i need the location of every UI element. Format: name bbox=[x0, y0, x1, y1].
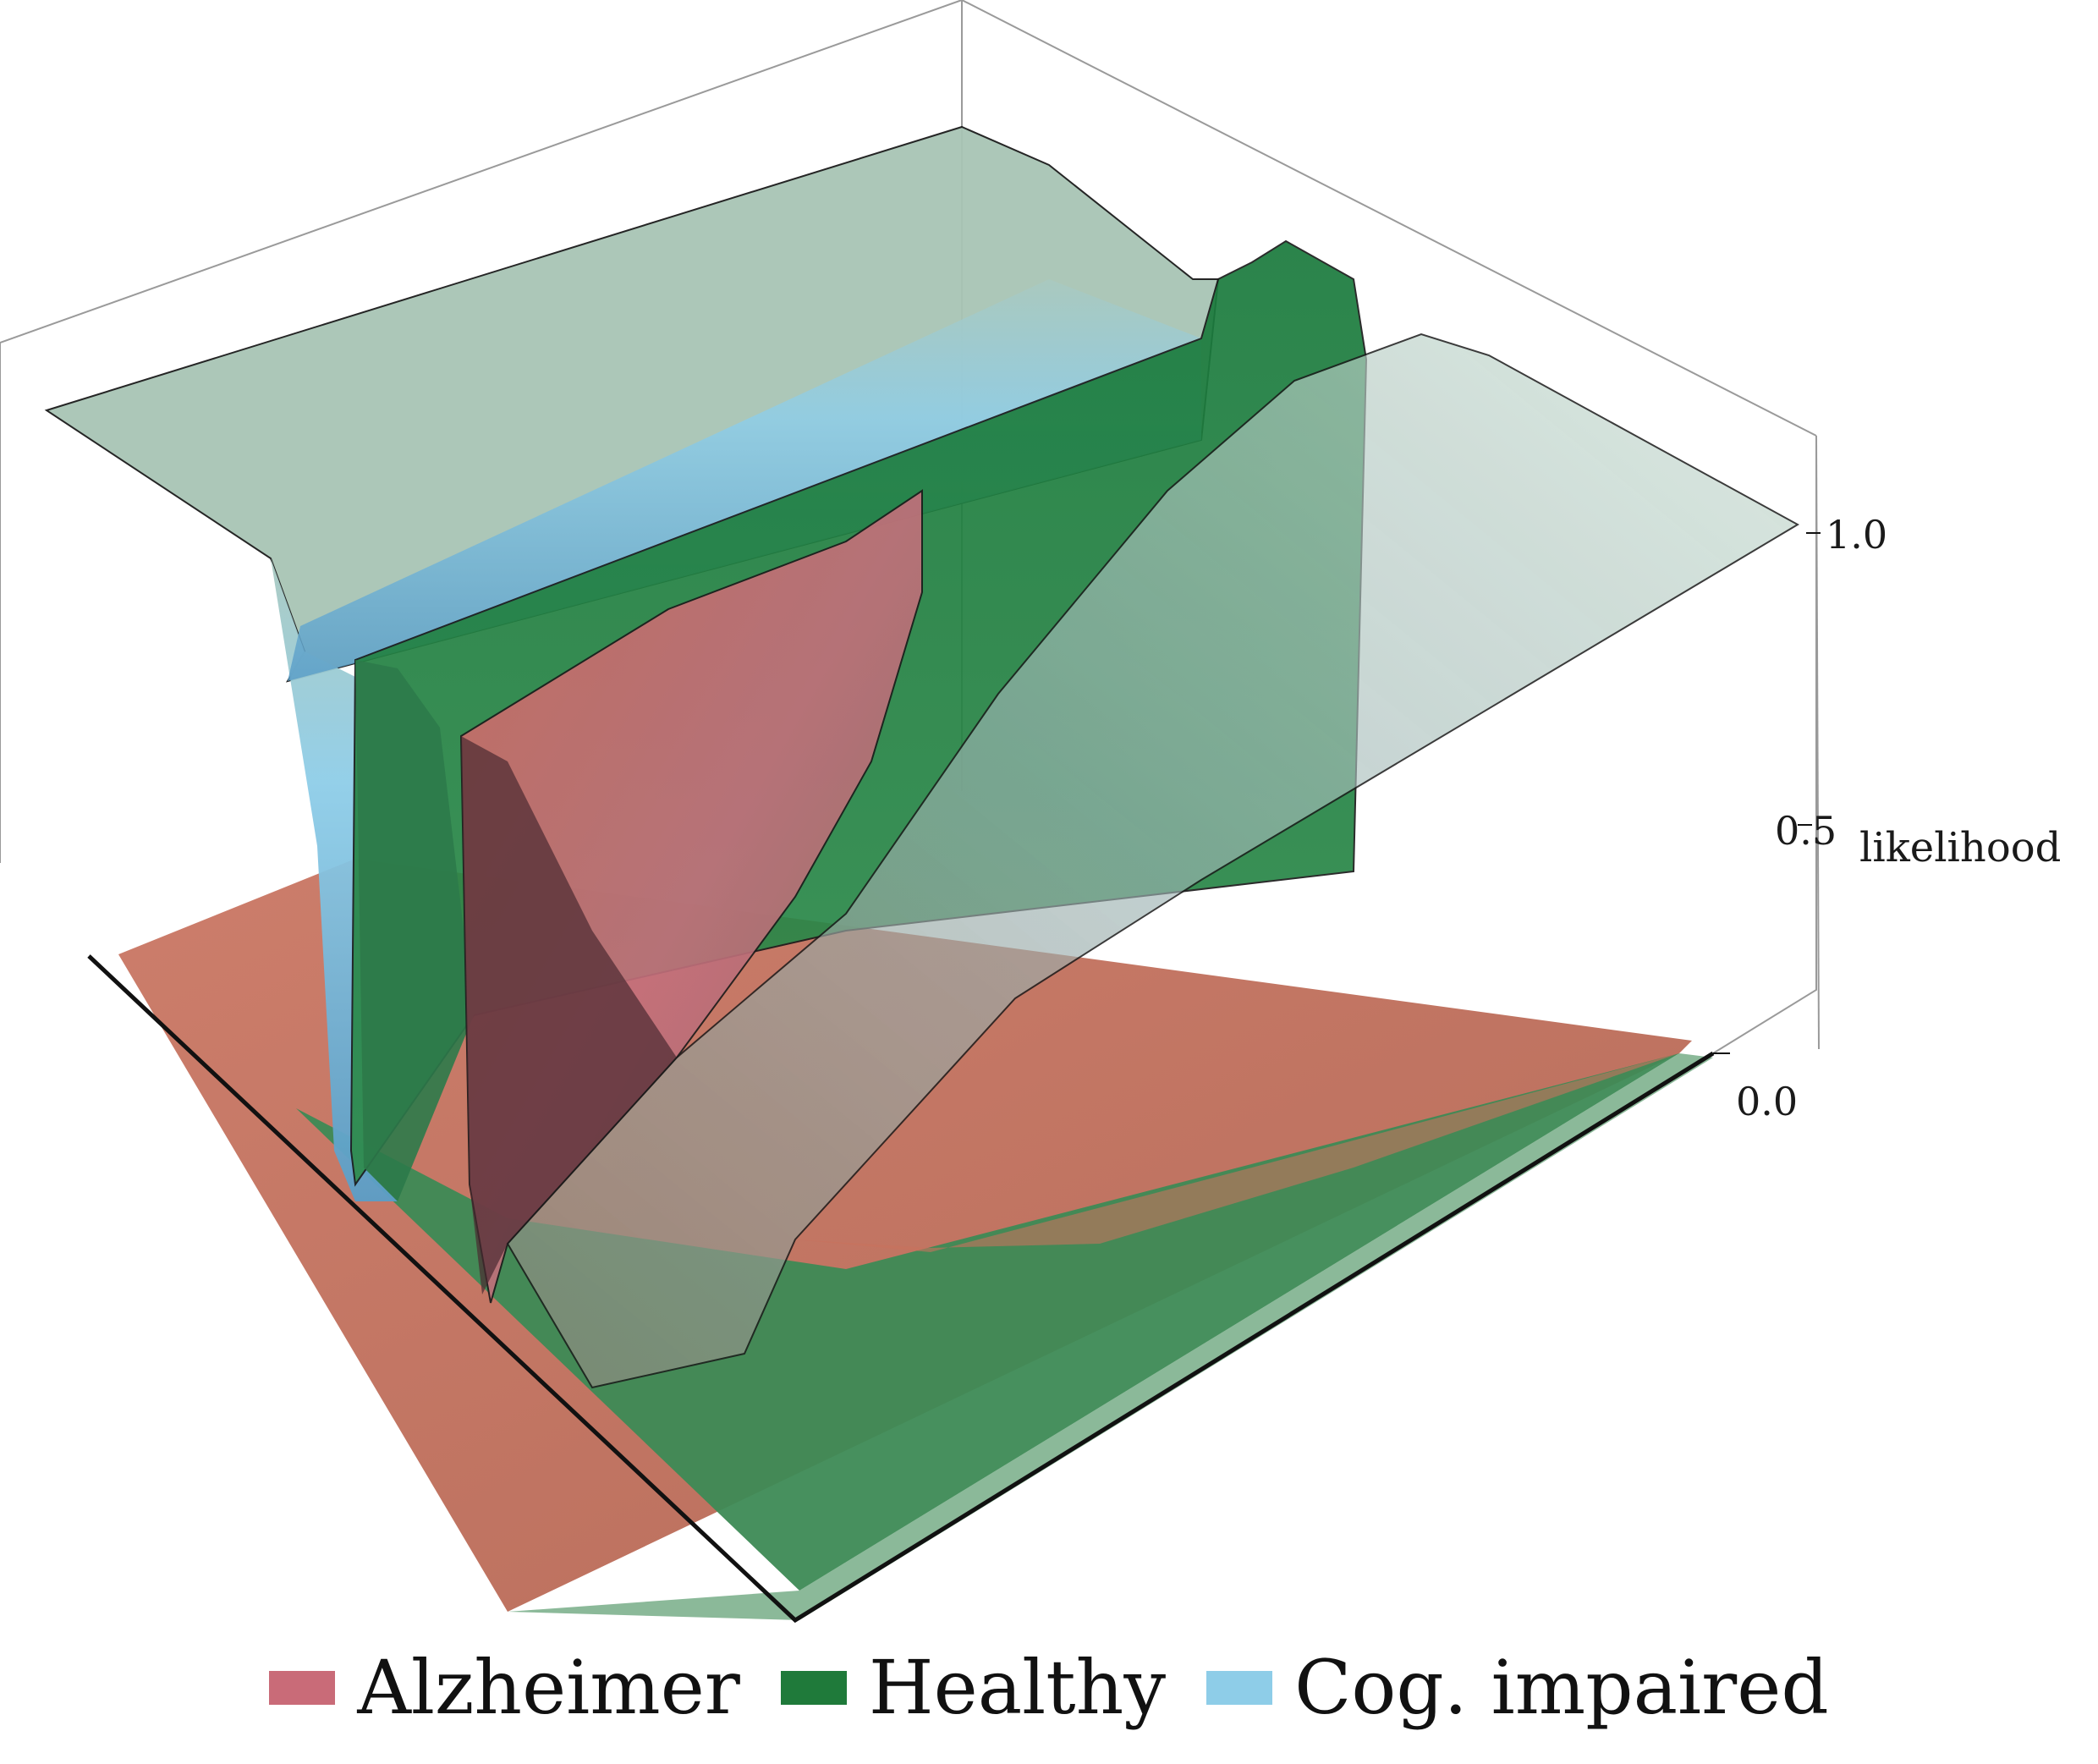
cog-impaired-front-sheet bbox=[506, 332, 1800, 1389]
plot-box-front bbox=[87, 435, 1820, 1624]
legend-label-healthy: Healthy bbox=[868, 1644, 1167, 1731]
legend-label-alzheimer: Alzheimer bbox=[357, 1644, 740, 1731]
cog-impaired-plateau bbox=[44, 125, 1220, 1201]
z-axis bbox=[1713, 532, 1821, 1054]
z-axis-label: likelihood bbox=[1859, 824, 2061, 871]
healthy-floor bbox=[296, 1053, 1679, 1591]
z-tick-label-0: 0.0 bbox=[1736, 1079, 1798, 1124]
legend-item-alzheimer: Alzheimer bbox=[269, 1651, 740, 1725]
alzheimer-ridge bbox=[459, 489, 923, 1304]
legend: Alzheimer Healthy Cog. impaired bbox=[0, 1637, 2098, 1739]
z-tick-label-05: 0.5 bbox=[1775, 808, 1837, 854]
legend-swatch-cog-impaired bbox=[1206, 1671, 1273, 1705]
legend-label-cog-impaired: Cog. impaired bbox=[1294, 1644, 1829, 1731]
legend-item-cog-impaired: Cog. impaired bbox=[1206, 1651, 1829, 1725]
healthy-floor-front bbox=[508, 1053, 1713, 1620]
legend-item-healthy: Healthy bbox=[780, 1644, 1167, 1731]
legend-swatch-healthy bbox=[780, 1671, 847, 1705]
z-tick-label-1: 1.0 bbox=[1826, 512, 1887, 558]
legend-swatch-alzheimer bbox=[269, 1671, 336, 1705]
